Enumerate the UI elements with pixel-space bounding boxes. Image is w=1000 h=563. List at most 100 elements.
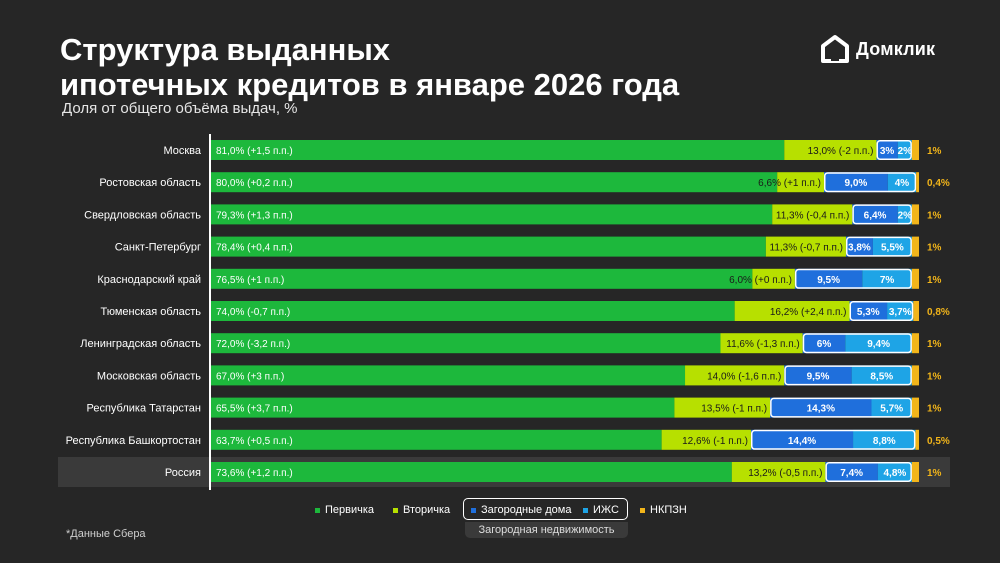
- bar-nkpzn-label: 1%: [927, 146, 942, 157]
- bar-izhs-label: 5,7%: [880, 404, 903, 415]
- bar-primary-label: 65,5% (+3,7 п.п.): [216, 404, 293, 415]
- bar-izhs-label: 9,4%: [867, 339, 890, 350]
- bar-country-houses-label: 6%: [817, 339, 832, 350]
- bar-nkpzn-label: 1%: [927, 371, 942, 382]
- bar-primary-label: 74,0% (-0,7 п.п.): [216, 307, 290, 318]
- legend-swatch-nkpzn: [640, 507, 645, 513]
- bar-nkpzn-label: 1%: [927, 468, 942, 479]
- legend-item-nkpzn: НКПЗН: [640, 504, 687, 516]
- bar-country-houses-label: 14,3%: [807, 404, 835, 415]
- category-label: Республика Татарстан: [86, 403, 201, 415]
- bar-primary: [210, 301, 735, 321]
- bar-nkpzn: [911, 236, 919, 257]
- bar-nkpzn-label: 0,5%: [927, 436, 950, 447]
- category-label: Московская область: [97, 370, 201, 382]
- bar-izhs-label: 8,8%: [873, 436, 896, 447]
- bar-country-houses-label: 14,4%: [788, 436, 816, 447]
- legend-swatch-izhs: [583, 507, 588, 513]
- bar-nkpzn-label: 1%: [927, 404, 942, 415]
- bar-izhs: [853, 429, 916, 450]
- suburban-group-outline: [876, 140, 912, 160]
- bar-secondary: [777, 172, 824, 193]
- bar-secondary: [731, 462, 826, 482]
- category-label: Санкт-Петербург: [115, 242, 201, 254]
- bar-izhs: [897, 204, 912, 225]
- bar-izhs-label: 3,7%: [889, 307, 912, 318]
- bar-secondary-label: 14,0% (-1,6 п.п.): [707, 371, 781, 382]
- bar-primary: [210, 397, 675, 418]
- bar-nkpzn-label: 0,8%: [927, 307, 950, 318]
- bar-izhs-label: 7%: [880, 275, 895, 286]
- suburban-group-outline: [750, 429, 916, 450]
- bar-country-houses: [784, 365, 852, 386]
- bar-country-houses-label: 3%: [880, 146, 895, 157]
- bar-secondary: [784, 140, 877, 160]
- bar-primary: [210, 204, 773, 225]
- legend-swatch-secondary: [393, 507, 398, 513]
- bar-izhs: [845, 333, 912, 354]
- bar-secondary-label: 11,3% (-0,7 п.п.): [770, 243, 843, 254]
- bar-izhs-label: 4%: [895, 178, 910, 189]
- title-line-2: ипотечных кредитов в январе 2026 года: [60, 67, 680, 102]
- bar-primary-label: 80,0% (+0,2 п.п.): [216, 178, 293, 189]
- category-label: Республика Башкортостан: [66, 435, 201, 447]
- bar-country-houses: [845, 236, 873, 257]
- legend-label-izhs: ИЖС: [593, 504, 619, 516]
- bar-primary: [210, 462, 732, 482]
- bar-country-houses-label: 3,8%: [848, 243, 871, 254]
- bar-izhs: [872, 236, 912, 257]
- bar-nkpzn: [911, 268, 919, 289]
- bar-country-houses: [802, 333, 846, 354]
- bar-izhs: [897, 140, 912, 160]
- bar-primary-label: 67,0% (+3 п.п.): [216, 371, 284, 382]
- suburban-group-outline: [852, 204, 912, 225]
- legend-swatch-country-houses: [471, 507, 476, 513]
- category-label: Ленинградская область: [80, 338, 201, 350]
- bar-country-houses: [825, 462, 878, 482]
- bar-primary-label: 76,5% (+1 п.п.): [216, 275, 284, 286]
- suburban-group-outline: [849, 301, 914, 321]
- legend-label-primary: Первичка: [325, 504, 375, 516]
- bar-country-houses: [750, 429, 854, 450]
- suburban-group-outline: [823, 172, 917, 193]
- bar-izhs-label: 4,8%: [883, 468, 906, 479]
- bar-country-houses-label: 9,5%: [817, 275, 840, 286]
- suburban-group-outline: [784, 365, 912, 386]
- category-label: Ростовская область: [99, 177, 201, 189]
- bar-secondary: [720, 333, 803, 354]
- bar-nkpzn: [916, 172, 919, 193]
- category-label: Свердловская область: [84, 209, 201, 221]
- house-logo-icon: [821, 35, 849, 63]
- bar-secondary-label: 6,6% (+1 п.п.): [758, 178, 821, 189]
- bar-primary-label: 81,0% (+1,5 п.п.): [216, 146, 293, 157]
- legend-label-secondary: Вторичка: [403, 504, 451, 516]
- bar-primary: [210, 140, 785, 160]
- bar-primary: [210, 236, 766, 257]
- suburban-group-outline: [802, 333, 912, 354]
- bar-country-houses: [770, 397, 872, 418]
- bar-country-houses-label: 9,5%: [807, 371, 830, 382]
- title-line-1: Структура выданных: [60, 32, 391, 67]
- bar-nkpzn: [911, 462, 919, 482]
- legend-group-box: [463, 498, 628, 520]
- suburban-group-outline: [770, 397, 912, 418]
- bar-nkpzn: [911, 140, 919, 160]
- bar-secondary-label: 13,0% (-2 п.п.): [808, 146, 874, 157]
- legend-label-nkpzn: НКПЗН: [650, 504, 687, 516]
- bar-primary: [210, 429, 662, 450]
- category-label: Москва: [163, 145, 201, 157]
- bar-nkpzn: [915, 429, 919, 450]
- bar-secondary: [765, 236, 846, 257]
- chart-subtitle: Доля от общего объёма выдач, %: [62, 100, 298, 117]
- bar-primary-label: 73,6% (+1,2 п.п.): [216, 468, 293, 479]
- bar-nkpzn: [911, 333, 919, 354]
- bar-izhs-label: 2%: [898, 146, 913, 157]
- legend-item-izhs: ИЖС: [583, 504, 619, 516]
- bar-izhs: [877, 462, 912, 482]
- bar-country-houses-label: 6,4%: [864, 210, 887, 221]
- bar-izhs-label: 2%: [898, 210, 913, 221]
- bar-primary-label: 63,7% (+0,5 п.п.): [216, 436, 293, 447]
- logo-text: Домклик: [856, 38, 936, 59]
- bar-secondary-label: 16,2% (+2,4 п.п.): [770, 307, 847, 318]
- bar-secondary: [674, 397, 771, 418]
